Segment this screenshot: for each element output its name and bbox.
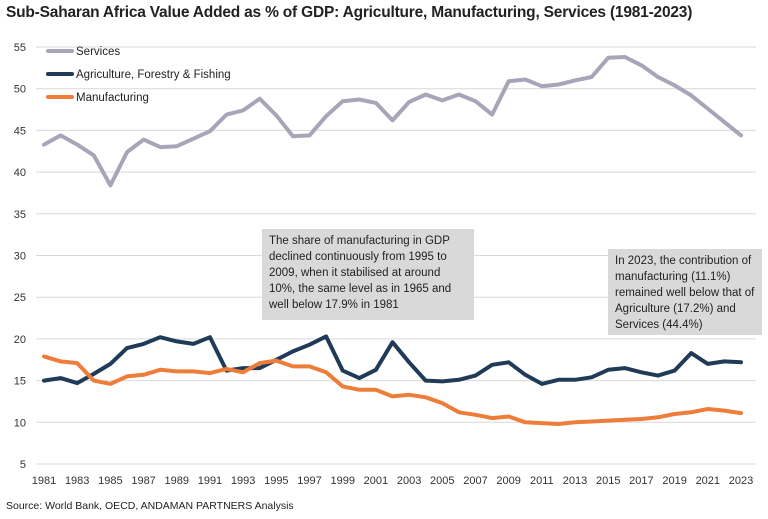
series-lines bbox=[42, 55, 743, 426]
legend-label: Services bbox=[76, 46, 120, 58]
x-tick-label: 1981 bbox=[32, 475, 56, 487]
y-tick-label: 10 bbox=[14, 417, 26, 429]
annotation-2023-contribution: In 2023, the contribution of manufacturi… bbox=[608, 249, 762, 335]
y-tick-label: 55 bbox=[14, 42, 26, 54]
x-tick-label: 1985 bbox=[98, 475, 122, 487]
x-tick-label: 1989 bbox=[165, 475, 189, 487]
x-tick-label: 1999 bbox=[330, 475, 354, 487]
legend: Services Agriculture, Forestry & Fishing M… bbox=[46, 46, 231, 104]
x-tick-label: 2001 bbox=[364, 475, 388, 487]
series-line-agriculture-forestry-fishing bbox=[42, 334, 743, 386]
x-axis: 1981 1983 1985 1987 1989 1991 1993 1995 1997 1999… bbox=[32, 475, 753, 487]
series-line-services bbox=[42, 55, 743, 188]
x-tick-label: 2011 bbox=[530, 475, 554, 487]
y-axis: 5 10 15 20 25 30 35 40 45 50 55 bbox=[14, 42, 26, 471]
x-tick-label: 2015 bbox=[596, 475, 620, 487]
series-line-manufacturing bbox=[42, 354, 743, 426]
x-tick-label: 1983 bbox=[65, 475, 89, 487]
x-tick-label: 1993 bbox=[231, 475, 255, 487]
y-tick-label: 25 bbox=[14, 292, 26, 304]
y-tick-label: 35 bbox=[14, 209, 26, 221]
y-tick-label: 45 bbox=[14, 125, 26, 137]
x-tick-label: 2005 bbox=[430, 475, 454, 487]
x-tick-label: 2009 bbox=[496, 475, 520, 487]
y-tick-label: 40 bbox=[14, 167, 26, 179]
legend-label: Agriculture, Forestry & Fishing bbox=[76, 69, 231, 81]
annotation-manufacturing-decline: The share of manufacturing in GDP declin… bbox=[262, 229, 474, 320]
x-tick-label: 1997 bbox=[297, 475, 321, 487]
x-tick-label: 2017 bbox=[629, 475, 653, 487]
x-tick-label: 1995 bbox=[264, 475, 288, 487]
y-tick-label: 20 bbox=[14, 334, 26, 346]
x-tick-label: 2019 bbox=[662, 475, 686, 487]
x-tick-label: 2007 bbox=[463, 475, 487, 487]
x-tick-label: 2023 bbox=[729, 475, 753, 487]
x-tick-label: 1987 bbox=[131, 475, 155, 487]
legend-label: Manufacturing bbox=[76, 92, 149, 104]
source-note: Source: World Bank, OECD, ANDAMAN PARTNE… bbox=[6, 500, 294, 512]
y-tick-label: 15 bbox=[14, 376, 26, 388]
gridlines bbox=[36, 46, 756, 465]
y-tick-label: 30 bbox=[14, 251, 26, 263]
x-tick-label: 2013 bbox=[563, 475, 587, 487]
y-tick-label: 5 bbox=[20, 459, 26, 471]
x-tick-label: 1991 bbox=[198, 475, 222, 487]
x-tick-label: 2003 bbox=[397, 475, 421, 487]
x-tick-label: 2021 bbox=[696, 475, 720, 487]
chart-title: Sub-Saharan Africa Value Added as % of G… bbox=[6, 4, 693, 21]
y-tick-label: 50 bbox=[14, 84, 26, 96]
